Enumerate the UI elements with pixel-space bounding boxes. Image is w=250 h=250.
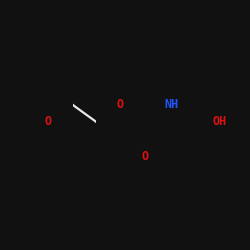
Text: O: O (117, 98, 124, 111)
Text: NH: NH (164, 98, 179, 111)
Text: OH: OH (213, 116, 227, 128)
Text: O: O (141, 150, 148, 163)
Text: O: O (44, 116, 52, 128)
